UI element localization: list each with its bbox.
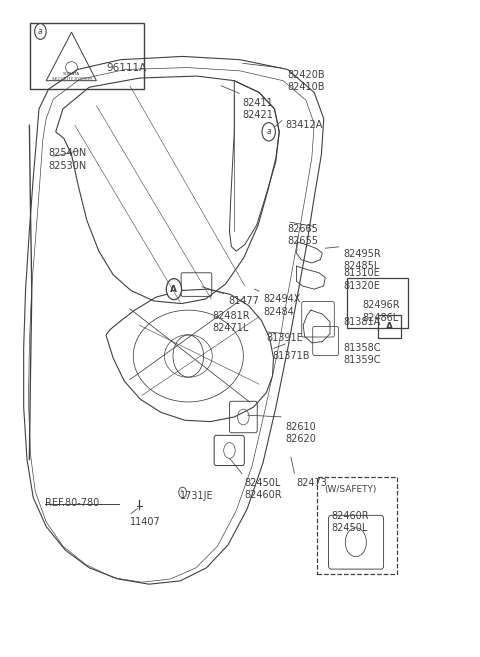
Text: 96111A: 96111A (106, 63, 146, 73)
Circle shape (35, 24, 46, 39)
Text: 81371B: 81371B (273, 351, 310, 361)
Text: 81358C
81359C: 81358C 81359C (343, 343, 381, 365)
Text: a: a (38, 27, 43, 36)
Text: A: A (386, 322, 393, 331)
Text: 83412A: 83412A (286, 120, 323, 130)
Text: (W/SAFETY): (W/SAFETY) (324, 484, 376, 493)
Text: 81310E
81320E: 81310E 81320E (343, 268, 380, 290)
Text: 82460R
82450L: 82460R 82450L (331, 510, 369, 533)
Text: 82496R
82486L: 82496R 82486L (362, 300, 400, 323)
Text: 81477: 81477 (228, 296, 259, 306)
Text: 82494X
82484: 82494X 82484 (263, 294, 300, 317)
Circle shape (166, 279, 181, 300)
Text: 82420B
82410B: 82420B 82410B (288, 70, 325, 92)
Text: 81391E: 81391E (266, 333, 303, 343)
Text: 82665
82655: 82665 82655 (288, 223, 319, 246)
Text: 82450L
82460R: 82450L 82460R (245, 478, 282, 501)
Text: A: A (170, 284, 178, 294)
Text: a: a (266, 127, 271, 136)
Text: 82610
82620: 82610 82620 (286, 422, 316, 444)
Text: 82540N
82530N: 82540N 82530N (48, 148, 87, 171)
Text: 82473: 82473 (297, 478, 327, 488)
Text: 11407: 11407 (130, 517, 161, 528)
Circle shape (262, 123, 276, 141)
Text: 1731JE: 1731JE (180, 491, 214, 501)
Text: 81381A: 81381A (343, 317, 380, 327)
Text: REF.80-780: REF.80-780 (45, 497, 99, 508)
Text: 82495R
82485L: 82495R 82485L (343, 248, 381, 271)
Text: SONATA
SECURITY SYSTEM: SONATA SECURITY SYSTEM (52, 72, 91, 81)
Text: 82481R
82471L: 82481R 82471L (212, 311, 250, 333)
Text: 82411
82421: 82411 82421 (242, 98, 273, 120)
